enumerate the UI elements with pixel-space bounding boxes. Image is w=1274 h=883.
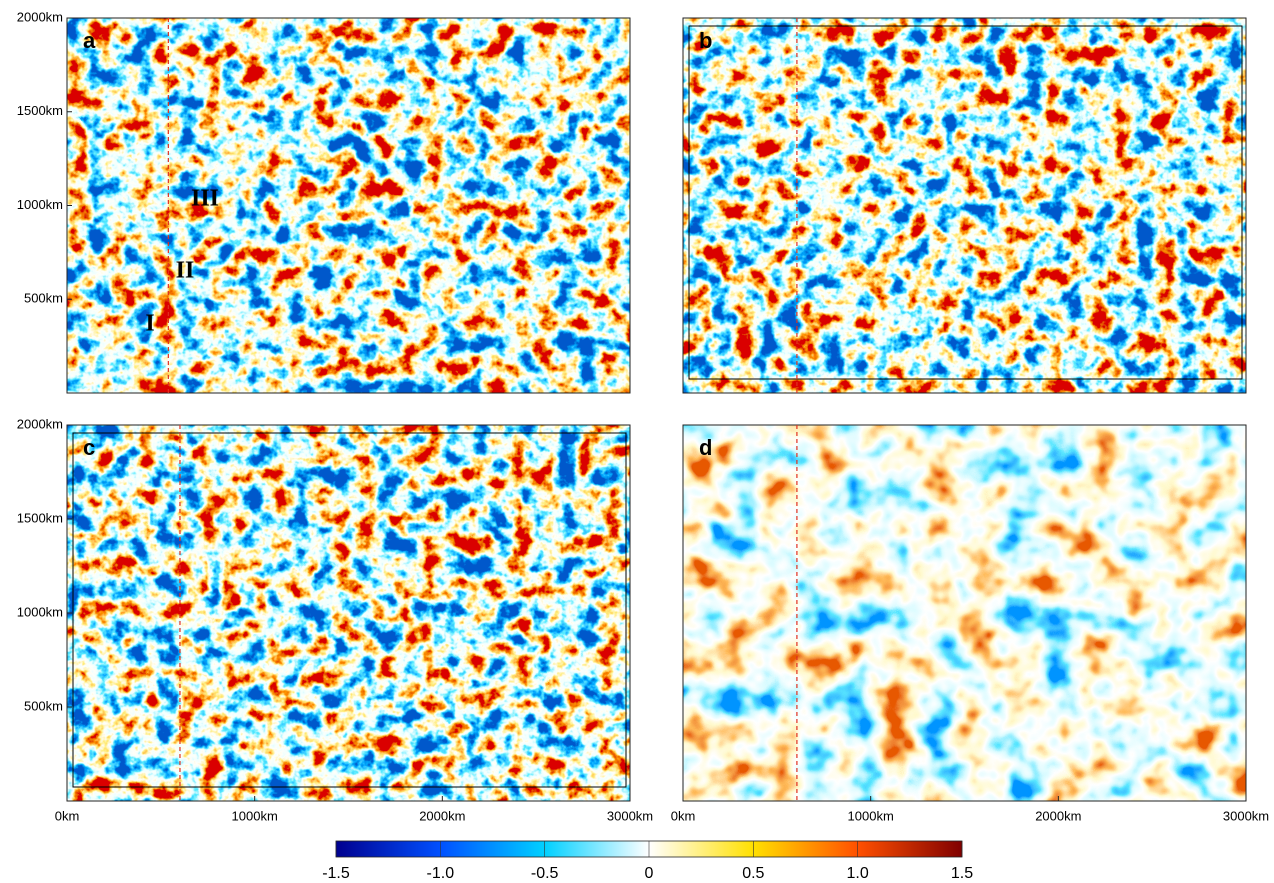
x-tick-label: 1000km (232, 808, 278, 823)
colorbar-tick-label: -1.5 (322, 865, 350, 882)
colorbar-tick-label: 0.5 (742, 865, 764, 882)
colorbar-tick-label: 1.0 (847, 865, 869, 882)
vorticity-field (683, 18, 1246, 393)
y-tick-label: 500km (24, 291, 63, 306)
region-contour (72, 432, 627, 788)
region-contour (688, 25, 1243, 380)
y-tick-label: 500km (24, 698, 63, 713)
colorbar-tick-label: 0 (645, 865, 654, 882)
plot-frame (682, 424, 1247, 802)
x-tick-label: 3000km (607, 808, 653, 823)
colorbar-tick-label: -0.5 (531, 865, 559, 882)
annotation: I (145, 311, 154, 337)
y-tick-label: 1500km (17, 103, 63, 118)
y-tick-label: 1500km (17, 510, 63, 525)
vorticity-field (683, 425, 1246, 801)
plot-frame (682, 17, 1247, 394)
colorbar-tick-label: -1.0 (427, 865, 455, 882)
y-tick-label: 1000km (17, 604, 63, 619)
panel-label: d (699, 435, 712, 460)
x-tick-label: 0km (671, 808, 696, 823)
y-tick-label: 2000km (17, 416, 63, 431)
x-tick-label: 2000km (419, 808, 465, 823)
vorticity-field (67, 18, 630, 393)
x-tick-label: 3000km (1223, 808, 1269, 823)
y-tick-label: 2000km (17, 9, 63, 24)
vorticity-field (67, 425, 630, 801)
panel-label: b (699, 28, 712, 53)
annotation: II (176, 258, 195, 284)
panel-label: c (83, 435, 95, 460)
annotation: III (191, 186, 219, 212)
x-tick-label: 0km (55, 808, 80, 823)
panel-label: a (83, 28, 96, 53)
colorbar-tick-label: 1.5 (951, 865, 973, 882)
x-tick-label: 1000km (848, 808, 894, 823)
x-tick-label: 2000km (1035, 808, 1081, 823)
y-tick-label: 1000km (17, 197, 63, 212)
